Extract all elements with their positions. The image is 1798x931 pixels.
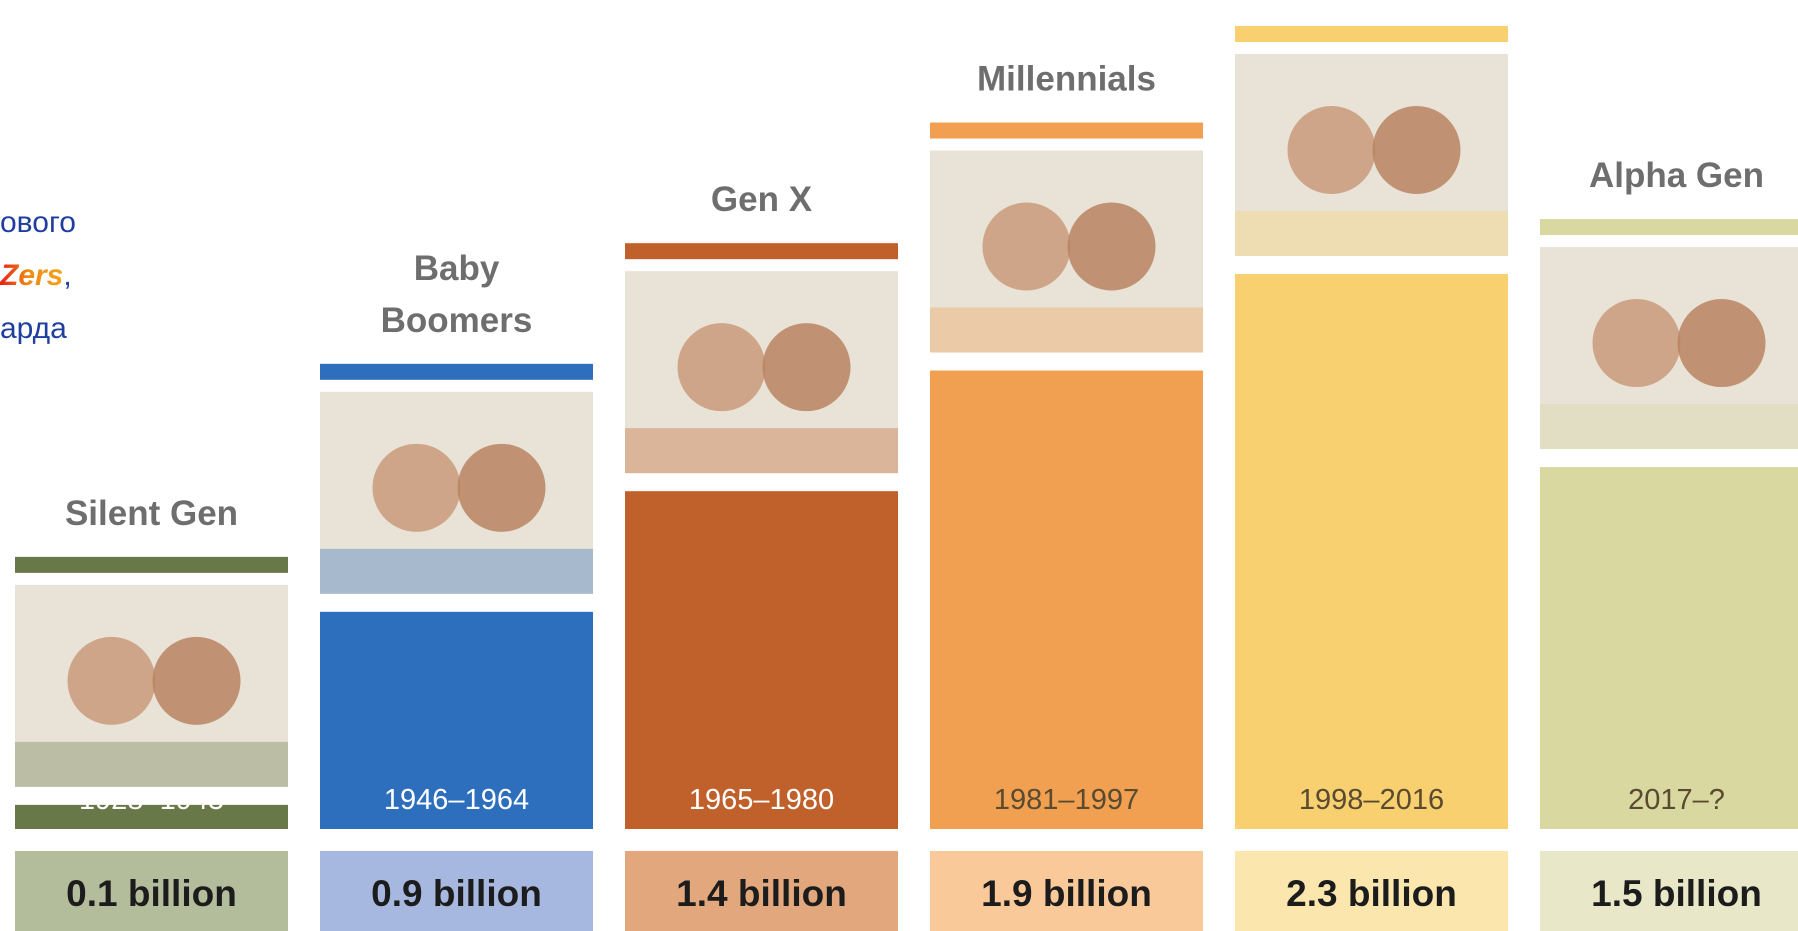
photo-shade-gen-x [625,428,898,474]
value-label-millennials: 1.9 billion [981,873,1152,914]
category-label-millennials: Millennials [977,60,1156,99]
bar-gen-z [1235,274,1508,829]
bar-silent-gen [15,804,288,829]
value-box-alpha-gen [1540,851,1798,931]
value-box-gen-x [625,851,898,931]
category-label-gen-x: Gen X [711,180,813,219]
photo-face-baby-boomers-2 [457,443,546,532]
intro-text: ового Zers, арда [0,196,120,355]
accent-strip-silent-gen [15,556,288,573]
photo-face-baby-boomers [372,443,461,532]
photo-face-silent-gen-2 [152,636,241,725]
photo-face-gen-z-2 [1372,106,1461,195]
category-label-alpha-gen: Alpha Gen [1589,156,1764,195]
photo-face-alpha-gen [1592,299,1681,388]
year-label-millennials: 1981–1997 [994,784,1139,816]
bar-baby-boomers [320,611,593,829]
photo-shade-gen-z [1235,211,1508,257]
year-label-alpha-gen: 2017–? [1628,784,1725,816]
category-label-gen-z: Gen Z [1322,0,1421,2]
value-label-baby-boomers: 0.9 billion [371,873,542,914]
value-box-gen-z [1235,851,1508,931]
year-label-gen-x: 1965–1980 [689,784,834,816]
value-box-millennials [930,851,1203,931]
value-label-gen-z: 2.3 billion [1286,873,1457,914]
value-label-silent-gen: 0.1 billion [66,873,237,914]
photo-face-gen-x-2 [762,323,851,412]
category-label-baby-boomers-line-1: Baby [414,249,500,288]
value-box-silent-gen [15,851,288,931]
intro-line-1: ового [0,206,76,239]
intro-line-3: арда [0,312,67,345]
bar-alpha-gen [1540,467,1798,829]
value-label-alpha-gen: 1.5 billion [1591,873,1762,914]
intro-line-2-rest: , [63,259,72,292]
photo-shade-millennials [930,307,1203,353]
category-label-baby-boomers-line-2: Boomers [381,301,533,340]
intro-line-2: Zers, [0,249,120,302]
photo-face-millennials-2 [1067,202,1156,291]
category-label-silent-gen: Silent Gen [65,494,238,533]
photo-face-alpha-gen-2 [1677,299,1766,388]
bar-gen-x [625,491,898,829]
value-box-baby-boomers [320,851,593,931]
photo-shade-alpha-gen [1540,404,1798,450]
year-label-silent-gen: 1928–1945 [79,784,224,816]
photo-face-millennials [982,202,1071,291]
accent-strip-gen-x [625,243,898,260]
accent-strip-alpha-gen [1540,219,1798,236]
bar-millennials [930,370,1203,829]
photo-face-gen-z [1287,106,1376,195]
year-label-gen-z: 1998–2016 [1299,784,1444,816]
photo-face-gen-x [677,323,766,412]
value-label-gen-x: 1.4 billion [676,873,847,914]
year-label-baby-boomers: 1946–1964 [384,784,529,816]
photo-shade-baby-boomers [320,548,593,594]
accent-strip-baby-boomers [320,363,593,380]
photo-face-silent-gen [67,636,156,725]
accent-strip-millennials [930,122,1203,139]
photo-shade-silent-gen [15,741,288,787]
accent-strip-gen-z [1235,26,1508,43]
intro-highlight-word: Zers [0,259,64,292]
